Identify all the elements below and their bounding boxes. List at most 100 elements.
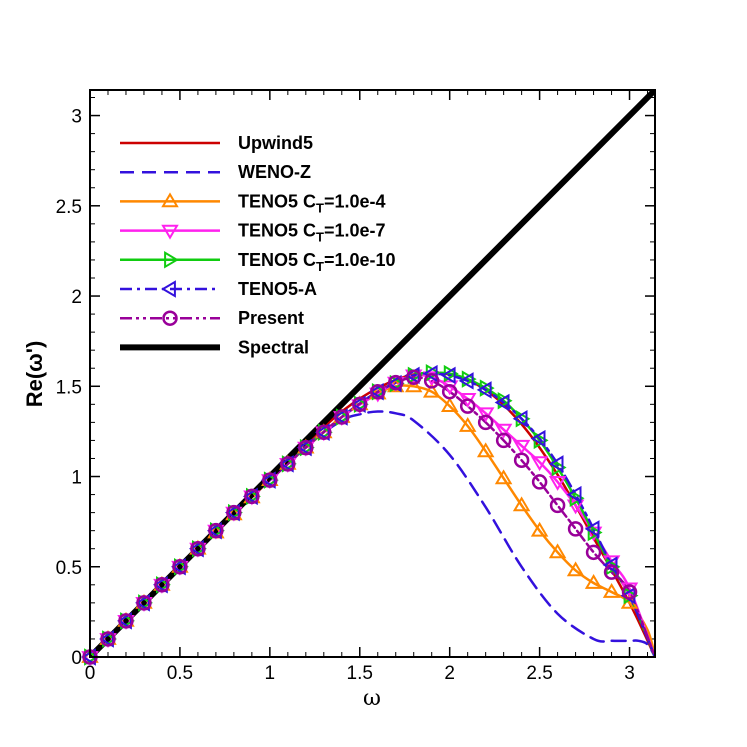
series-marker-teno5-a <box>206 521 222 540</box>
series-marker-teno5-ct-1-0e-4 <box>584 574 603 589</box>
series-marker-teno5-ct-1-0e-10 <box>569 489 585 507</box>
series-marker-teno5-a <box>602 556 618 574</box>
series-marker-present <box>226 504 242 521</box>
series-marker-present <box>244 488 260 505</box>
series-marker-teno5-ct-1-0e-10 <box>389 374 405 393</box>
series-marker-teno5-a <box>296 438 312 457</box>
series-marker-teno5-a <box>458 372 474 390</box>
series-marker-teno5-a <box>422 364 438 383</box>
y-tick-label: 2.5 <box>56 197 82 218</box>
markers-layer <box>81 363 639 666</box>
series-marker-present <box>603 564 620 580</box>
series-marker-teno5-a <box>188 539 204 558</box>
series-marker-teno5-a <box>278 455 294 473</box>
series-marker-present <box>100 631 116 647</box>
series-marker-present <box>190 540 206 557</box>
series-marker-present <box>585 544 602 561</box>
series-marker-present <box>405 369 422 386</box>
series-marker-present <box>531 474 548 490</box>
series-marker-present <box>352 396 368 413</box>
series-marker-teno5-ct-1-0e-10 <box>156 576 171 594</box>
series-marker-present <box>423 373 440 389</box>
series-marker-present <box>316 424 332 441</box>
series-marker-teno5-ct-1-0e-10 <box>299 438 315 457</box>
series-marker-teno5-ct-1-0e-10 <box>192 539 207 558</box>
series-marker-teno5-a <box>386 374 402 393</box>
series-marker-teno5-ct-1-0e-4 <box>422 382 441 398</box>
series-marker-teno5-a <box>440 366 456 385</box>
series-marker-teno5-a <box>170 558 186 576</box>
series-marker-present <box>495 432 512 449</box>
series-marker-present <box>136 595 152 611</box>
x-axis-label: ω <box>363 686 381 711</box>
series-marker-teno5-a <box>368 382 384 401</box>
y-tick-label: 0.5 <box>56 558 82 579</box>
series-marker-teno5-ct-1-0e-4 <box>494 469 513 485</box>
series-marker-teno5-ct-1-0e-7 <box>566 499 585 515</box>
series-marker-teno5-ct-1-0e-7 <box>530 456 549 472</box>
series-marker-present <box>567 521 584 537</box>
legend-marker-teno5-ct-1-0e-7 <box>161 224 179 240</box>
series-marker-teno5-ct-1-0e-10 <box>138 594 153 612</box>
series-marker-present <box>208 522 224 539</box>
series-marker-teno5-ct-1-0e-4 <box>530 521 549 537</box>
series-marker-teno5-ct-1-0e-7 <box>494 423 513 439</box>
series-marker-teno5-ct-1-0e-10 <box>263 471 279 489</box>
legend-marker-teno5-a <box>161 280 176 298</box>
y-tick-label: 1 <box>71 468 82 489</box>
series-marker-teno5-a <box>512 410 528 428</box>
series-marker-teno5-ct-1-0e-4 <box>548 543 567 559</box>
x-tick-label: 2.5 <box>526 663 552 684</box>
legend-label-spectral: Spectral <box>238 337 309 357</box>
series-marker-teno5-a <box>260 471 276 489</box>
legend-marker-teno5-ct-1-0e-4 <box>161 192 179 208</box>
series-marker-present <box>154 577 170 593</box>
series-marker-teno5-ct-1-0e-4 <box>602 583 621 598</box>
legend-marker-present <box>162 310 178 326</box>
series-marker-teno5-ct-1-0e-10 <box>120 612 135 630</box>
series-marker-teno5-a <box>584 520 600 538</box>
series-marker-teno5-a <box>135 594 150 612</box>
series-marker-teno5-a <box>314 423 330 442</box>
x-tick-label: 0 <box>85 663 96 684</box>
legend-label-teno5-a: TENO5-A <box>238 279 317 299</box>
series-marker-present <box>549 497 566 514</box>
series-marker-present <box>441 383 458 400</box>
series-marker-present <box>513 452 530 469</box>
plot-frame <box>89 89 656 658</box>
series-marker-teno5-ct-1-0e-7 <box>476 407 495 423</box>
series-marker-teno5-ct-1-0e-10 <box>515 410 531 428</box>
legend: Upwind5 WENO-Z TENO5 CT=1.0e-4 TENO5 CT=1.0… <box>120 133 396 357</box>
legend-label-teno5-ct-1-0e-10: TENO5 CT=1.0e-10 <box>238 250 396 274</box>
series-marker-teno5-ct-1-0e-10 <box>335 408 351 426</box>
series-marker-teno5-ct-1-0e-10 <box>210 521 225 540</box>
series-marker-teno5-ct-1-0e-10 <box>102 630 117 648</box>
series-marker-teno5-ct-1-0e-7 <box>386 376 405 392</box>
series-marker-teno5-a <box>494 393 510 412</box>
series-marker-teno5-a <box>99 630 114 648</box>
series-marker-teno5-ct-1-0e-10 <box>281 455 297 473</box>
series-marker-teno5-ct-1-0e-4 <box>404 377 423 393</box>
series-marker-present <box>118 613 134 629</box>
legend-marker-teno5-ct-1-0e-10 <box>164 251 179 269</box>
series-marker-present <box>387 374 404 391</box>
x-tick-label: 1 <box>265 663 276 684</box>
series-marker-teno5-ct-1-0e-4 <box>512 496 531 512</box>
series-marker-teno5-ct-1-0e-4 <box>566 561 585 577</box>
series-marker-present <box>459 398 476 414</box>
series-marker-present <box>334 409 350 425</box>
series-marker-teno5-a <box>530 429 546 448</box>
series-marker-teno5-ct-1-0e-7 <box>548 476 567 491</box>
series-marker-teno5-ct-1-0e-10 <box>228 503 243 522</box>
series-marker-teno5-a <box>152 576 168 594</box>
series-marker-present <box>477 414 494 431</box>
series-marker-present <box>298 439 314 456</box>
series-marker-teno5-ct-1-0e-4 <box>440 397 459 412</box>
legend-label-upwind5: Upwind5 <box>238 133 313 153</box>
x-tick-label: 1.5 <box>347 663 373 684</box>
series-marker-teno5-ct-1-0e-10 <box>551 458 567 477</box>
series-marker-teno5-a <box>224 503 240 522</box>
y-tick-label: 1.5 <box>56 377 82 398</box>
legend-label-teno5-ct-1-0e-7: TENO5 CT=1.0e-7 <box>238 221 386 245</box>
series-marker-teno5-ct-1-0e-10 <box>371 382 387 401</box>
